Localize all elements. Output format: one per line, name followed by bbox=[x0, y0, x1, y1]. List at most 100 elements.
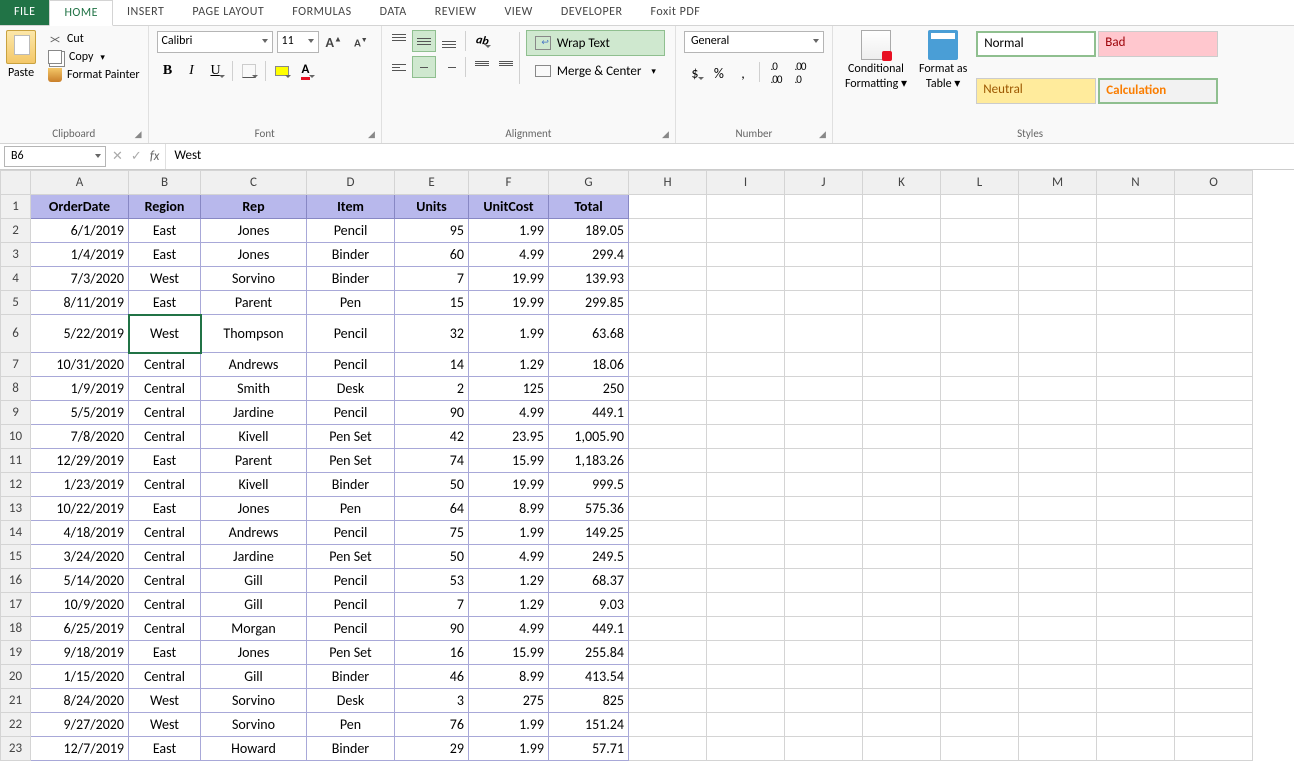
cell[interactable]: 1.99 bbox=[469, 521, 549, 545]
row-header[interactable]: 2 bbox=[1, 219, 31, 243]
tab-view[interactable]: VIEW bbox=[490, 0, 546, 25]
cell[interactable]: Binder bbox=[307, 473, 395, 497]
row-header[interactable]: 8 bbox=[1, 377, 31, 401]
row-header[interactable]: 10 bbox=[1, 425, 31, 449]
tab-file[interactable]: FILE bbox=[0, 0, 49, 25]
col-header[interactable]: O bbox=[1175, 171, 1253, 195]
cut-button[interactable]: Cut bbox=[48, 32, 140, 46]
cell[interactable]: 1.29 bbox=[469, 569, 549, 593]
cell[interactable]: 8/24/2020 bbox=[31, 689, 129, 713]
cell[interactable]: 50 bbox=[395, 545, 469, 569]
cell[interactable]: 1.99 bbox=[469, 737, 549, 761]
cell[interactable]: West bbox=[129, 713, 201, 737]
row-header[interactable]: 22 bbox=[1, 713, 31, 737]
cell[interactable]: 249.5 bbox=[549, 545, 629, 569]
conditional-formatting-button[interactable]: Conditional Formatting ▾ bbox=[839, 28, 913, 125]
cell[interactable]: 14 bbox=[395, 353, 469, 377]
cell[interactable]: 1/4/2019 bbox=[31, 243, 129, 267]
cell[interactable]: 19.99 bbox=[469, 291, 549, 315]
tab-review[interactable]: REVIEW bbox=[421, 0, 491, 25]
number-format-combo[interactable]: General bbox=[684, 31, 824, 53]
cell[interactable]: Binder bbox=[307, 267, 395, 291]
cell[interactable]: Gill bbox=[201, 569, 307, 593]
row-header[interactable]: 6 bbox=[1, 315, 31, 353]
increase-decimal-button[interactable]: .0.00 bbox=[765, 62, 787, 84]
cell[interactable]: Central bbox=[129, 593, 201, 617]
cell[interactable]: Gill bbox=[201, 665, 307, 689]
cell[interactable]: 250 bbox=[549, 377, 629, 401]
format-painter-button[interactable]: Format Painter bbox=[48, 68, 140, 82]
cell[interactable]: 95 bbox=[395, 219, 469, 243]
row-header[interactable]: 18 bbox=[1, 617, 31, 641]
align-top-button[interactable] bbox=[388, 30, 410, 52]
decrease-font-button[interactable]: A▼ bbox=[351, 31, 373, 53]
cell[interactable]: 7/3/2020 bbox=[31, 267, 129, 291]
cell[interactable]: Kivell bbox=[201, 425, 307, 449]
borders-button[interactable] bbox=[238, 60, 260, 82]
cell[interactable]: East bbox=[129, 291, 201, 315]
align-center-button[interactable] bbox=[412, 56, 436, 78]
cell[interactable]: 4/18/2019 bbox=[31, 521, 129, 545]
cell[interactable]: 75 bbox=[395, 521, 469, 545]
cell[interactable]: 5/14/2020 bbox=[31, 569, 129, 593]
row-header[interactable]: 16 bbox=[1, 569, 31, 593]
cell[interactable]: East bbox=[129, 641, 201, 665]
cell[interactable]: 57.71 bbox=[549, 737, 629, 761]
spreadsheet-grid[interactable]: ABCDEFGHIJKLMNO1OrderDateRegionRepItemUn… bbox=[0, 170, 1294, 761]
col-header[interactable]: A bbox=[31, 171, 129, 195]
cell[interactable]: 189.05 bbox=[549, 219, 629, 243]
cell[interactable]: 63.68 bbox=[549, 315, 629, 353]
cell[interactable]: 68.37 bbox=[549, 569, 629, 593]
tab-page-layout[interactable]: PAGE LAYOUT bbox=[178, 0, 278, 25]
cell[interactable]: Jones bbox=[201, 219, 307, 243]
cell[interactable]: 4.99 bbox=[469, 545, 549, 569]
cell[interactable]: 42 bbox=[395, 425, 469, 449]
cell[interactable]: 60 bbox=[395, 243, 469, 267]
dialog-launcher-icon[interactable]: ◢ bbox=[662, 129, 669, 140]
cell[interactable]: 53 bbox=[395, 569, 469, 593]
header-cell[interactable]: OrderDate bbox=[31, 195, 129, 219]
cell[interactable]: Pen bbox=[307, 291, 395, 315]
col-header[interactable]: K bbox=[863, 171, 941, 195]
cell[interactable]: Pen Set bbox=[307, 545, 395, 569]
bold-button[interactable]: B bbox=[157, 60, 179, 82]
cell[interactable]: 7 bbox=[395, 267, 469, 291]
cell[interactable]: 6/25/2019 bbox=[31, 617, 129, 641]
style-calculation[interactable]: Calculation bbox=[1098, 78, 1218, 104]
select-all-corner[interactable] bbox=[1, 171, 31, 195]
cell[interactable]: 4.99 bbox=[469, 243, 549, 267]
cell[interactable]: 449.1 bbox=[549, 401, 629, 425]
tab-home[interactable]: HOME bbox=[49, 0, 113, 26]
cell[interactable]: Pen Set bbox=[307, 449, 395, 473]
cell[interactable]: Binder bbox=[307, 737, 395, 761]
col-header[interactable]: I bbox=[707, 171, 785, 195]
cell[interactable]: West bbox=[129, 315, 201, 353]
cell[interactable]: 449.1 bbox=[549, 617, 629, 641]
style-neutral[interactable]: Neutral bbox=[976, 78, 1096, 104]
cell[interactable]: 9/18/2019 bbox=[31, 641, 129, 665]
header-cell[interactable]: Item bbox=[307, 195, 395, 219]
cell[interactable]: 1,005.90 bbox=[549, 425, 629, 449]
cell[interactable]: 275 bbox=[469, 689, 549, 713]
cell[interactable]: 3/24/2020 bbox=[31, 545, 129, 569]
cell[interactable]: Binder bbox=[307, 243, 395, 267]
col-header[interactable]: G bbox=[549, 171, 629, 195]
font-name-combo[interactable]: Calibri bbox=[157, 31, 273, 53]
align-right-button[interactable] bbox=[438, 56, 460, 78]
row-header[interactable]: 7 bbox=[1, 353, 31, 377]
cell[interactable]: 74 bbox=[395, 449, 469, 473]
cell[interactable]: 575.36 bbox=[549, 497, 629, 521]
name-box[interactable]: B6 bbox=[4, 146, 106, 167]
cell[interactable]: Desk bbox=[307, 377, 395, 401]
col-header[interactable]: F bbox=[469, 171, 549, 195]
col-header[interactable]: B bbox=[129, 171, 201, 195]
dialog-launcher-icon[interactable]: ◢ bbox=[819, 129, 826, 140]
cell[interactable]: 413.54 bbox=[549, 665, 629, 689]
cell[interactable]: 46 bbox=[395, 665, 469, 689]
row-header[interactable]: 11 bbox=[1, 449, 31, 473]
cell[interactable]: Pencil bbox=[307, 617, 395, 641]
cell[interactable]: Jones bbox=[201, 243, 307, 267]
cell[interactable]: Pen bbox=[307, 497, 395, 521]
cell[interactable]: 299.85 bbox=[549, 291, 629, 315]
cell[interactable]: Pencil bbox=[307, 521, 395, 545]
